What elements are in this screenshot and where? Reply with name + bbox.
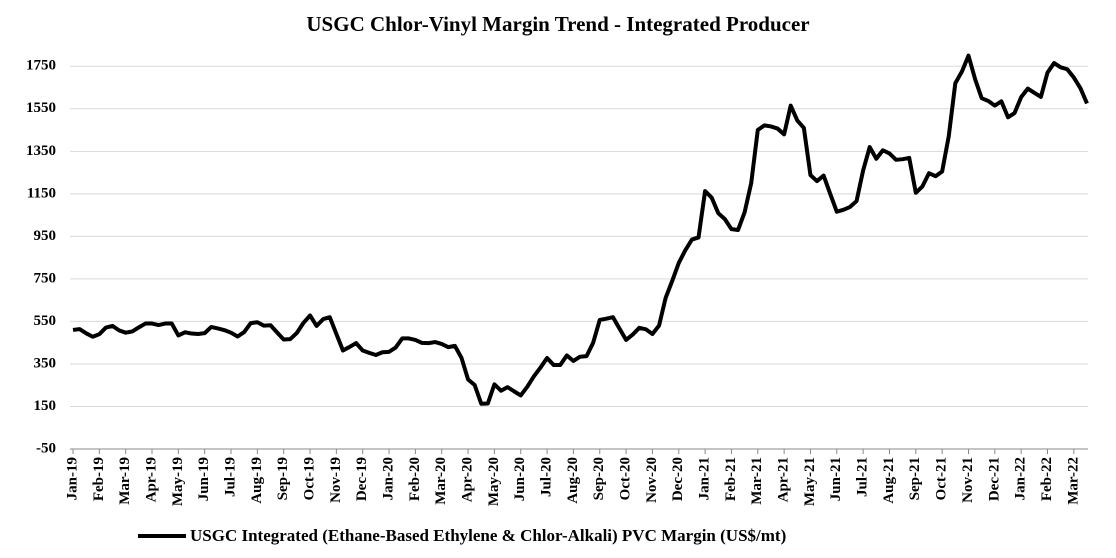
x-tick-label: Jan-22	[1013, 457, 1029, 500]
y-tick-label: 950	[34, 228, 57, 244]
y-tick-label: 550	[34, 313, 57, 329]
x-tick-label: Feb-22	[1039, 457, 1055, 501]
y-tick-label: -50	[36, 440, 56, 456]
x-tick-label: May-19	[170, 457, 186, 506]
x-tick-label: Sep-20	[591, 457, 607, 500]
legend-label: USGC Integrated (Ethane-Based Ethylene &…	[190, 526, 786, 545]
x-tick-label: Dec-21	[986, 457, 1002, 501]
x-tick-label: Nov-20	[644, 457, 660, 503]
x-tick-label: Jun-19	[196, 457, 212, 501]
x-tick-label: Feb-20	[407, 457, 423, 501]
x-tick-label: Aug-20	[565, 457, 581, 504]
x-tick-label: Apr-19	[143, 457, 159, 502]
y-tick-label: 1550	[26, 100, 56, 116]
x-tick-label: Oct-19	[301, 457, 317, 500]
x-tick-label: Oct-20	[618, 457, 634, 500]
x-tick-label: Feb-19	[91, 457, 107, 501]
chart-title: USGC Chlor-Vinyl Margin Trend - Integrat…	[306, 12, 809, 36]
x-tick-label: Sep-19	[275, 457, 291, 500]
x-tick-label: Nov-19	[328, 457, 344, 503]
y-tick-label: 150	[34, 398, 57, 414]
y-tick-label: 1750	[26, 58, 56, 74]
x-tick-label: Jun-21	[828, 457, 844, 501]
x-tick-label: Dec-20	[670, 457, 686, 501]
x-tick-label: Aug-21	[881, 457, 897, 504]
x-tick-label: Apr-21	[776, 457, 792, 502]
x-tick-label: Mar-20	[433, 457, 449, 505]
x-tick-label: Dec-19	[354, 457, 370, 501]
x-tick-label: Oct-21	[934, 457, 950, 500]
x-tick-label: Sep-21	[907, 457, 923, 500]
x-tick-label: Jul-20	[539, 457, 555, 497]
x-tick-label: Feb-21	[723, 457, 739, 501]
x-tick-label: Mar-19	[117, 457, 133, 505]
line-series	[72, 53, 1089, 406]
x-tick-label: Jul-21	[855, 457, 871, 497]
x-tick-label: Mar-21	[749, 457, 765, 505]
x-tick-label: Jun-20	[512, 457, 528, 501]
y-tick-label: 1350	[26, 143, 56, 159]
x-tick-label: May-20	[486, 457, 502, 506]
x-tick-label: Aug-19	[249, 457, 265, 504]
y-tick-label: 350	[34, 355, 57, 371]
x-tick-label: Nov-21	[960, 457, 976, 503]
x-tick-label: Jan-19	[64, 457, 80, 500]
x-tick-label: Jan-21	[697, 457, 713, 500]
y-tick-label: 750	[34, 270, 57, 286]
x-tick-label: Apr-20	[460, 457, 476, 502]
x-tick-label: Mar-22	[1065, 457, 1081, 505]
y-tick-label: 1150	[27, 185, 56, 201]
x-tick-label: Jan-20	[380, 457, 396, 500]
x-tick-label: May-21	[802, 457, 818, 506]
x-tick-label: Jul-19	[222, 457, 238, 497]
